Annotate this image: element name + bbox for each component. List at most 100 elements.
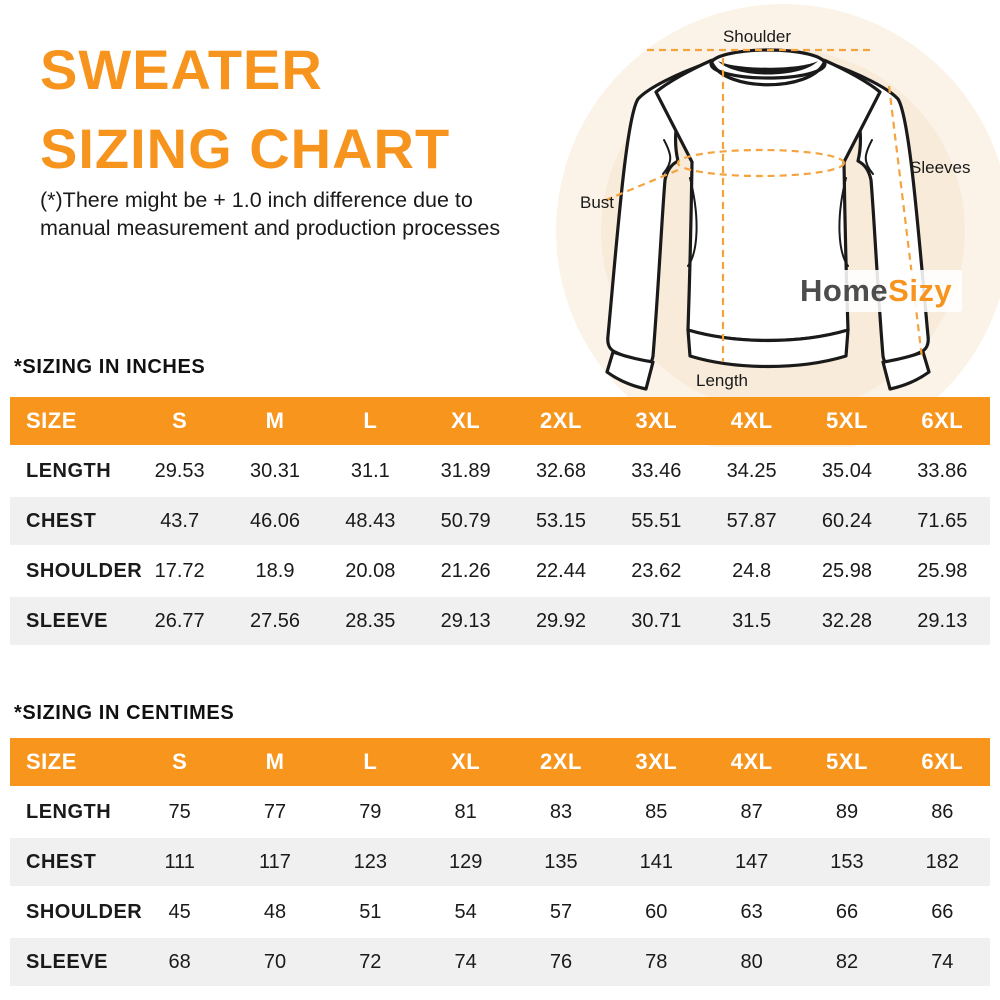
column-header-5xl: 5XL [799,397,895,445]
value-cell: 66 [799,888,895,936]
column-header-4xl: 4XL [703,738,800,786]
value-cell: 182 [894,838,990,886]
table-row-sleeve: SLEEVE 68 70 72 74 76 78 80 82 74 [10,938,990,986]
value-cell: 20.08 [322,547,418,595]
table-row-shoulder: SHOULDER 45 48 51 54 57 60 63 66 66 [10,888,990,936]
value-cell: 129 [417,838,514,886]
value-cell: 31.5 [703,597,800,645]
value-cell: 18.9 [227,547,323,595]
value-cell: 30.71 [608,597,704,645]
column-header-6xl: 6XL [894,397,990,445]
value-cell: 33.86 [894,447,990,495]
column-header-4xl: 4XL [703,397,800,445]
row-label-cell: CHEST [10,838,132,886]
value-cell: 21.26 [417,547,514,595]
value-cell: 29.13 [417,597,514,645]
brand-logo-sizy: Sizy [888,273,953,308]
value-cell: 141 [608,838,704,886]
brand-logo-home: Home [800,273,889,308]
table-row-shoulder: SHOULDER 17.72 18.9 20.08 21.26 22.44 23.62 24.… [10,547,990,595]
value-cell: 32.68 [513,447,609,495]
value-cell: 87 [703,788,800,836]
column-header-3xl: 3XL [608,738,704,786]
value-cell: 53.15 [513,497,609,545]
sweater-illustration [605,48,931,391]
value-cell: 82 [799,938,895,986]
value-cell: 57.87 [703,497,800,545]
value-cell: 70 [227,938,323,986]
value-cell: 85 [608,788,704,836]
value-cell: 32.28 [799,597,895,645]
size-column-header: SIZE [10,738,132,786]
label-bust: Bust [580,193,614,212]
value-cell: 26.77 [132,597,228,645]
value-cell: 72 [322,938,418,986]
table-row-length: LENGTH 75 77 79 81 83 85 87 89 86 [10,788,990,836]
value-cell: 31.1 [322,447,418,495]
row-label-cell: SLEEVE [10,938,132,986]
table-row-sleeve: SLEEVE 26.77 27.56 28.35 29.13 29.92 30.71 31.5… [10,597,990,645]
table-row-chest: CHEST 43.7 46.06 48.43 50.79 53.15 55.51 57.87 6… [10,497,990,545]
row-label-cell: LENGTH [10,788,132,836]
value-cell: 78 [608,938,704,986]
table-row-chest: CHEST 111 117 123 129 135 141 147 153 182 [10,838,990,886]
row-label-cell: SLEEVE [10,597,132,645]
size-column-header: SIZE [10,397,132,445]
sweater-diagram: Shoulder Sleeves Bust Length [580,27,970,391]
value-cell: 35.04 [799,447,895,495]
value-cell: 147 [703,838,800,886]
column-header-xl: XL [417,397,514,445]
value-cell: 57 [513,888,609,936]
value-cell: 81 [417,788,514,836]
value-cell: 29.53 [132,447,228,495]
value-cell: 48.43 [322,497,418,545]
value-cell: 153 [799,838,895,886]
section-title-inches: *SIZING IN INCHES [14,356,206,378]
value-cell: 66 [894,888,990,936]
value-cell: 76 [513,938,609,986]
value-cell: 25.98 [799,547,895,595]
column-header-xl: XL [417,738,514,786]
page-title-line2: SIZING CHART [40,117,451,180]
row-label-cell: LENGTH [10,447,132,495]
value-cell: 29.13 [894,597,990,645]
value-cell: 111 [132,838,228,886]
value-cell: 51 [322,888,418,936]
value-cell: 17.72 [132,547,228,595]
value-cell: 24.8 [703,547,800,595]
label-shoulder: Shoulder [723,27,791,46]
value-cell: 60.24 [799,497,895,545]
row-label-cell: SHOULDER [10,888,142,936]
value-cell: 55.51 [608,497,704,545]
value-cell: 74 [894,938,990,986]
value-cell: 68 [132,938,228,986]
value-cell: 63 [703,888,800,936]
value-cell: 123 [322,838,418,886]
value-cell: 71.65 [894,497,990,545]
value-cell: 89 [799,788,895,836]
table-header-row: SIZE S M L XL 2XL 3XL 4XL 5XL 6XL [10,738,990,786]
value-cell: 54 [417,888,514,936]
value-cell: 117 [227,838,323,886]
value-cell: 31.89 [417,447,514,495]
column-header-s: S [132,738,228,786]
column-header-6xl: 6XL [894,738,990,786]
value-cell: 83 [513,788,609,836]
value-cell: 45 [132,888,228,936]
table-header-row: SIZE S M L XL 2XL 3XL 4XL 5XL 6XL [10,397,990,445]
value-cell: 33.46 [608,447,704,495]
value-cell: 60 [608,888,704,936]
row-label-cell: SHOULDER [10,547,142,595]
disclaimer-text: (*)There might be + 1.0 inch difference … [40,188,501,240]
value-cell: 74 [417,938,514,986]
column-header-2xl: 2XL [513,397,609,445]
measurement-lines [605,48,924,362]
page-title: SWEATER SIZING CHART [40,30,450,188]
value-cell: 34.25 [703,447,800,495]
value-cell: 75 [132,788,228,836]
value-cell: 48 [227,888,323,936]
value-cell: 77 [227,788,323,836]
value-cell: 135 [513,838,609,886]
value-cell: 80 [703,938,800,986]
